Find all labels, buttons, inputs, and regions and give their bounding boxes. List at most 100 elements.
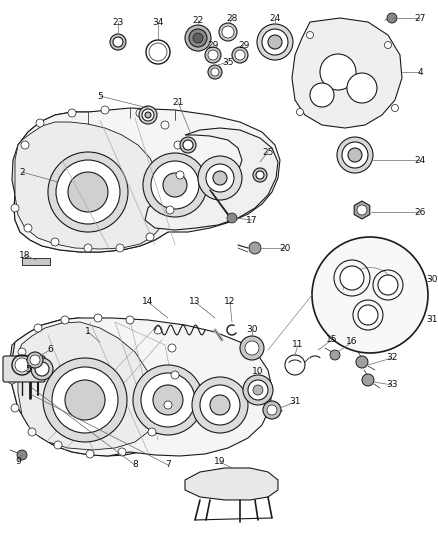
Circle shape <box>54 441 62 449</box>
Circle shape <box>143 153 207 217</box>
Circle shape <box>232 47 248 63</box>
Circle shape <box>222 26 234 38</box>
Circle shape <box>113 37 123 47</box>
Text: 5: 5 <box>25 366 31 375</box>
Text: 1: 1 <box>85 327 91 336</box>
Circle shape <box>185 25 211 51</box>
Circle shape <box>174 141 182 149</box>
Circle shape <box>267 405 277 415</box>
Text: 27: 27 <box>414 13 426 22</box>
Circle shape <box>297 109 304 116</box>
Circle shape <box>154 326 162 334</box>
Circle shape <box>65 380 105 420</box>
Circle shape <box>139 106 157 124</box>
Circle shape <box>208 50 218 60</box>
Circle shape <box>180 137 196 153</box>
Text: 24: 24 <box>414 156 426 165</box>
Circle shape <box>200 385 240 425</box>
Text: 21: 21 <box>172 98 184 107</box>
Circle shape <box>310 83 334 107</box>
Circle shape <box>183 140 193 150</box>
Circle shape <box>141 373 195 427</box>
Circle shape <box>342 142 368 168</box>
Text: 33: 33 <box>386 381 398 390</box>
Circle shape <box>262 29 288 55</box>
Circle shape <box>263 401 281 419</box>
Circle shape <box>227 213 237 223</box>
Polygon shape <box>15 122 163 249</box>
Circle shape <box>52 367 118 433</box>
Circle shape <box>15 358 29 372</box>
Circle shape <box>198 156 242 200</box>
Circle shape <box>51 238 59 246</box>
Polygon shape <box>354 201 370 219</box>
Polygon shape <box>12 318 272 456</box>
Text: 35: 35 <box>222 58 234 67</box>
Text: 28: 28 <box>226 13 238 22</box>
Circle shape <box>358 305 378 325</box>
Circle shape <box>142 109 154 121</box>
Circle shape <box>43 358 127 442</box>
Circle shape <box>34 324 42 332</box>
Circle shape <box>68 109 76 117</box>
Text: 2: 2 <box>19 167 25 176</box>
Circle shape <box>146 233 154 241</box>
Circle shape <box>392 104 399 111</box>
Circle shape <box>28 428 36 436</box>
Circle shape <box>145 112 151 118</box>
Text: 23: 23 <box>112 18 124 27</box>
Circle shape <box>11 404 19 412</box>
Circle shape <box>193 33 203 43</box>
Text: 14: 14 <box>142 297 154 306</box>
Circle shape <box>356 356 368 368</box>
Circle shape <box>84 244 92 252</box>
Polygon shape <box>14 108 280 252</box>
Circle shape <box>166 206 174 214</box>
Text: 30: 30 <box>246 326 258 335</box>
Circle shape <box>330 350 340 360</box>
Circle shape <box>94 314 102 322</box>
Circle shape <box>36 119 44 127</box>
Text: 31: 31 <box>426 316 438 325</box>
Text: 20: 20 <box>279 244 291 253</box>
Circle shape <box>253 385 263 395</box>
Circle shape <box>253 168 267 182</box>
Text: 29: 29 <box>207 41 219 50</box>
Circle shape <box>116 244 124 252</box>
Polygon shape <box>185 468 278 500</box>
Text: 31: 31 <box>289 398 301 407</box>
Circle shape <box>208 65 222 79</box>
Text: 25: 25 <box>262 148 274 157</box>
Circle shape <box>168 344 176 352</box>
Circle shape <box>206 164 234 192</box>
Circle shape <box>362 374 374 386</box>
Text: 7: 7 <box>165 461 171 470</box>
Circle shape <box>101 106 109 114</box>
Circle shape <box>21 141 29 149</box>
Text: 4: 4 <box>417 68 423 77</box>
Circle shape <box>176 171 184 179</box>
Text: 12: 12 <box>224 297 236 306</box>
Text: 5: 5 <box>97 92 103 101</box>
Circle shape <box>249 242 261 254</box>
Circle shape <box>61 316 69 324</box>
Text: 22: 22 <box>192 15 204 25</box>
Circle shape <box>357 205 367 215</box>
Circle shape <box>27 352 43 368</box>
Text: 19: 19 <box>214 457 226 466</box>
Circle shape <box>164 401 172 409</box>
Circle shape <box>56 160 120 224</box>
Circle shape <box>243 375 273 405</box>
Circle shape <box>189 29 207 47</box>
Text: 32: 32 <box>386 353 398 362</box>
Text: 17: 17 <box>246 215 258 224</box>
Circle shape <box>340 266 364 290</box>
Circle shape <box>192 377 248 433</box>
Circle shape <box>18 348 26 356</box>
Circle shape <box>240 336 264 360</box>
Circle shape <box>248 380 268 400</box>
Circle shape <box>171 371 179 379</box>
Circle shape <box>35 362 49 376</box>
Circle shape <box>136 109 144 117</box>
Circle shape <box>17 450 27 460</box>
